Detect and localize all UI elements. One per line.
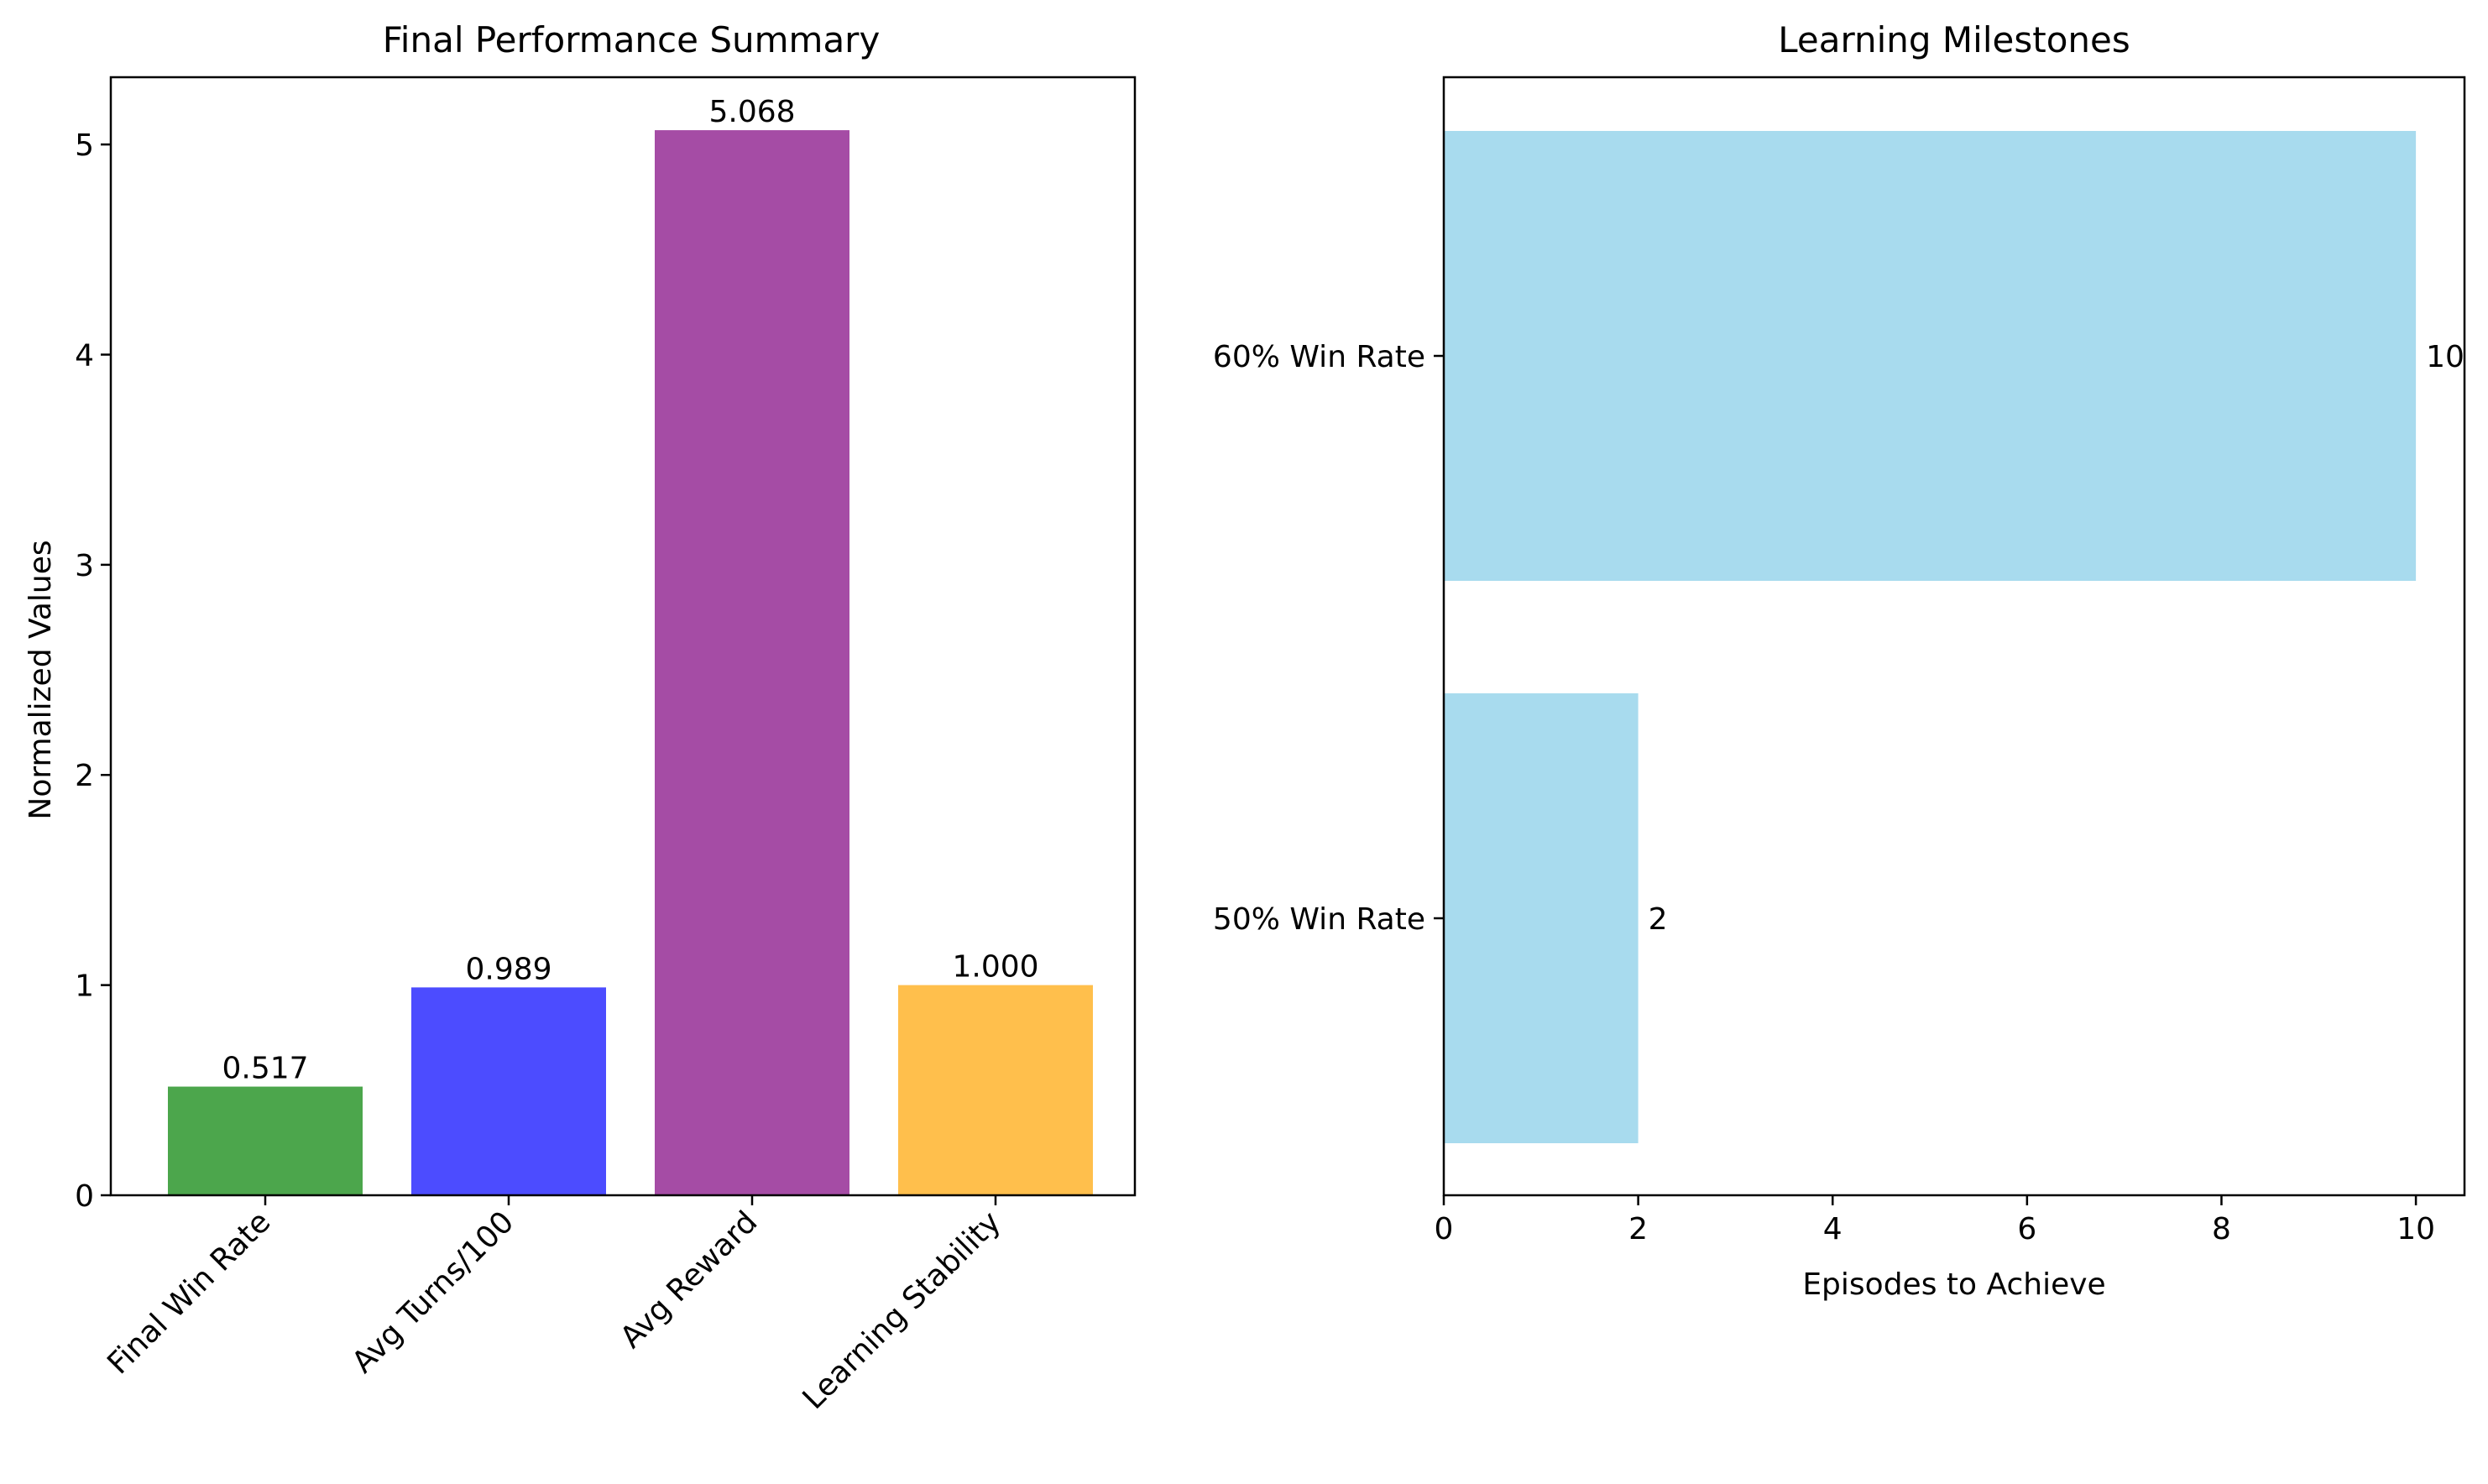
x-axis-label: Episodes to Achieve xyxy=(1802,1267,2105,1302)
plot-frame xyxy=(109,76,1137,1197)
x-tick-label-avg-turns-100: Avg Turns/100 xyxy=(346,1204,521,1380)
y-axis-label: Normalized Values xyxy=(24,540,58,819)
value-label-final-win-rate: 0.517 xyxy=(222,1052,308,1086)
chart-title: Learning Milestones xyxy=(1778,19,2130,60)
y-tick-label: 1 xyxy=(75,969,94,1004)
bar-learning-stability xyxy=(898,985,1093,1195)
value-label-50-win-rate: 2 xyxy=(1649,902,1668,937)
bar-avg-turns-100 xyxy=(411,987,606,1195)
y-tick-label: 0 xyxy=(75,1179,94,1214)
performance-summary-chart: Final Performance Summary Normalized Val… xyxy=(24,19,1137,1416)
y-tick-label: 3 xyxy=(75,549,94,583)
x-tick-label: 10 xyxy=(2397,1212,2435,1246)
bar-avg-reward xyxy=(655,130,849,1196)
chart-title: Final Performance Summary xyxy=(383,19,881,60)
x-tick-label: 0 xyxy=(1435,1212,1454,1246)
x-tick-label: 6 xyxy=(2017,1212,2036,1246)
learning-milestones-chart: Learning Milestones Episodes to Achieve … xyxy=(1213,19,2466,1302)
y-tick-label: 4 xyxy=(75,338,94,373)
x-tick-label-avg-reward: Avg Reward xyxy=(614,1204,764,1355)
y-tick-label-50-win-rate: 50% Win Rate xyxy=(1213,902,1425,937)
x-tick-label-learning-stability: Learning Stability xyxy=(797,1204,1008,1416)
value-label-60-win-rate: 10 xyxy=(2426,340,2464,374)
y-axis-ticks: 50% Win Rate 60% Win Rate xyxy=(1213,340,1444,937)
y-tick-label-60-win-rate: 60% Win Rate xyxy=(1213,340,1425,374)
bars: 0.517 0.989 5.068 1.000 xyxy=(168,95,1093,1196)
x-tick-label: 8 xyxy=(2212,1212,2231,1246)
plot-frame xyxy=(1442,76,2466,1197)
bar-50-win-rate xyxy=(1444,693,1639,1143)
y-tick-label: 2 xyxy=(75,759,94,793)
value-label-learning-stability: 1.000 xyxy=(952,950,1038,985)
x-axis-ticks: Final Win Rate Avg Turns/100 Avg Reward Lea… xyxy=(101,1195,1007,1416)
x-tick-label: 2 xyxy=(1628,1212,1648,1246)
x-tick-label-final-win-rate: Final Win Rate xyxy=(101,1204,277,1381)
bars: 2 10 xyxy=(1444,131,2464,1143)
bar-final-win-rate xyxy=(168,1086,363,1195)
bar-60-win-rate xyxy=(1444,131,2417,581)
x-axis-ticks: 0 2 4 6 8 10 xyxy=(1435,1195,2435,1246)
value-label-avg-turns-100: 0.989 xyxy=(465,952,551,986)
y-axis-ticks: 0 1 2 3 4 5 xyxy=(75,128,111,1214)
y-tick-label: 5 xyxy=(75,128,94,163)
x-tick-label: 4 xyxy=(1823,1212,1842,1246)
value-label-avg-reward: 5.068 xyxy=(708,95,795,129)
